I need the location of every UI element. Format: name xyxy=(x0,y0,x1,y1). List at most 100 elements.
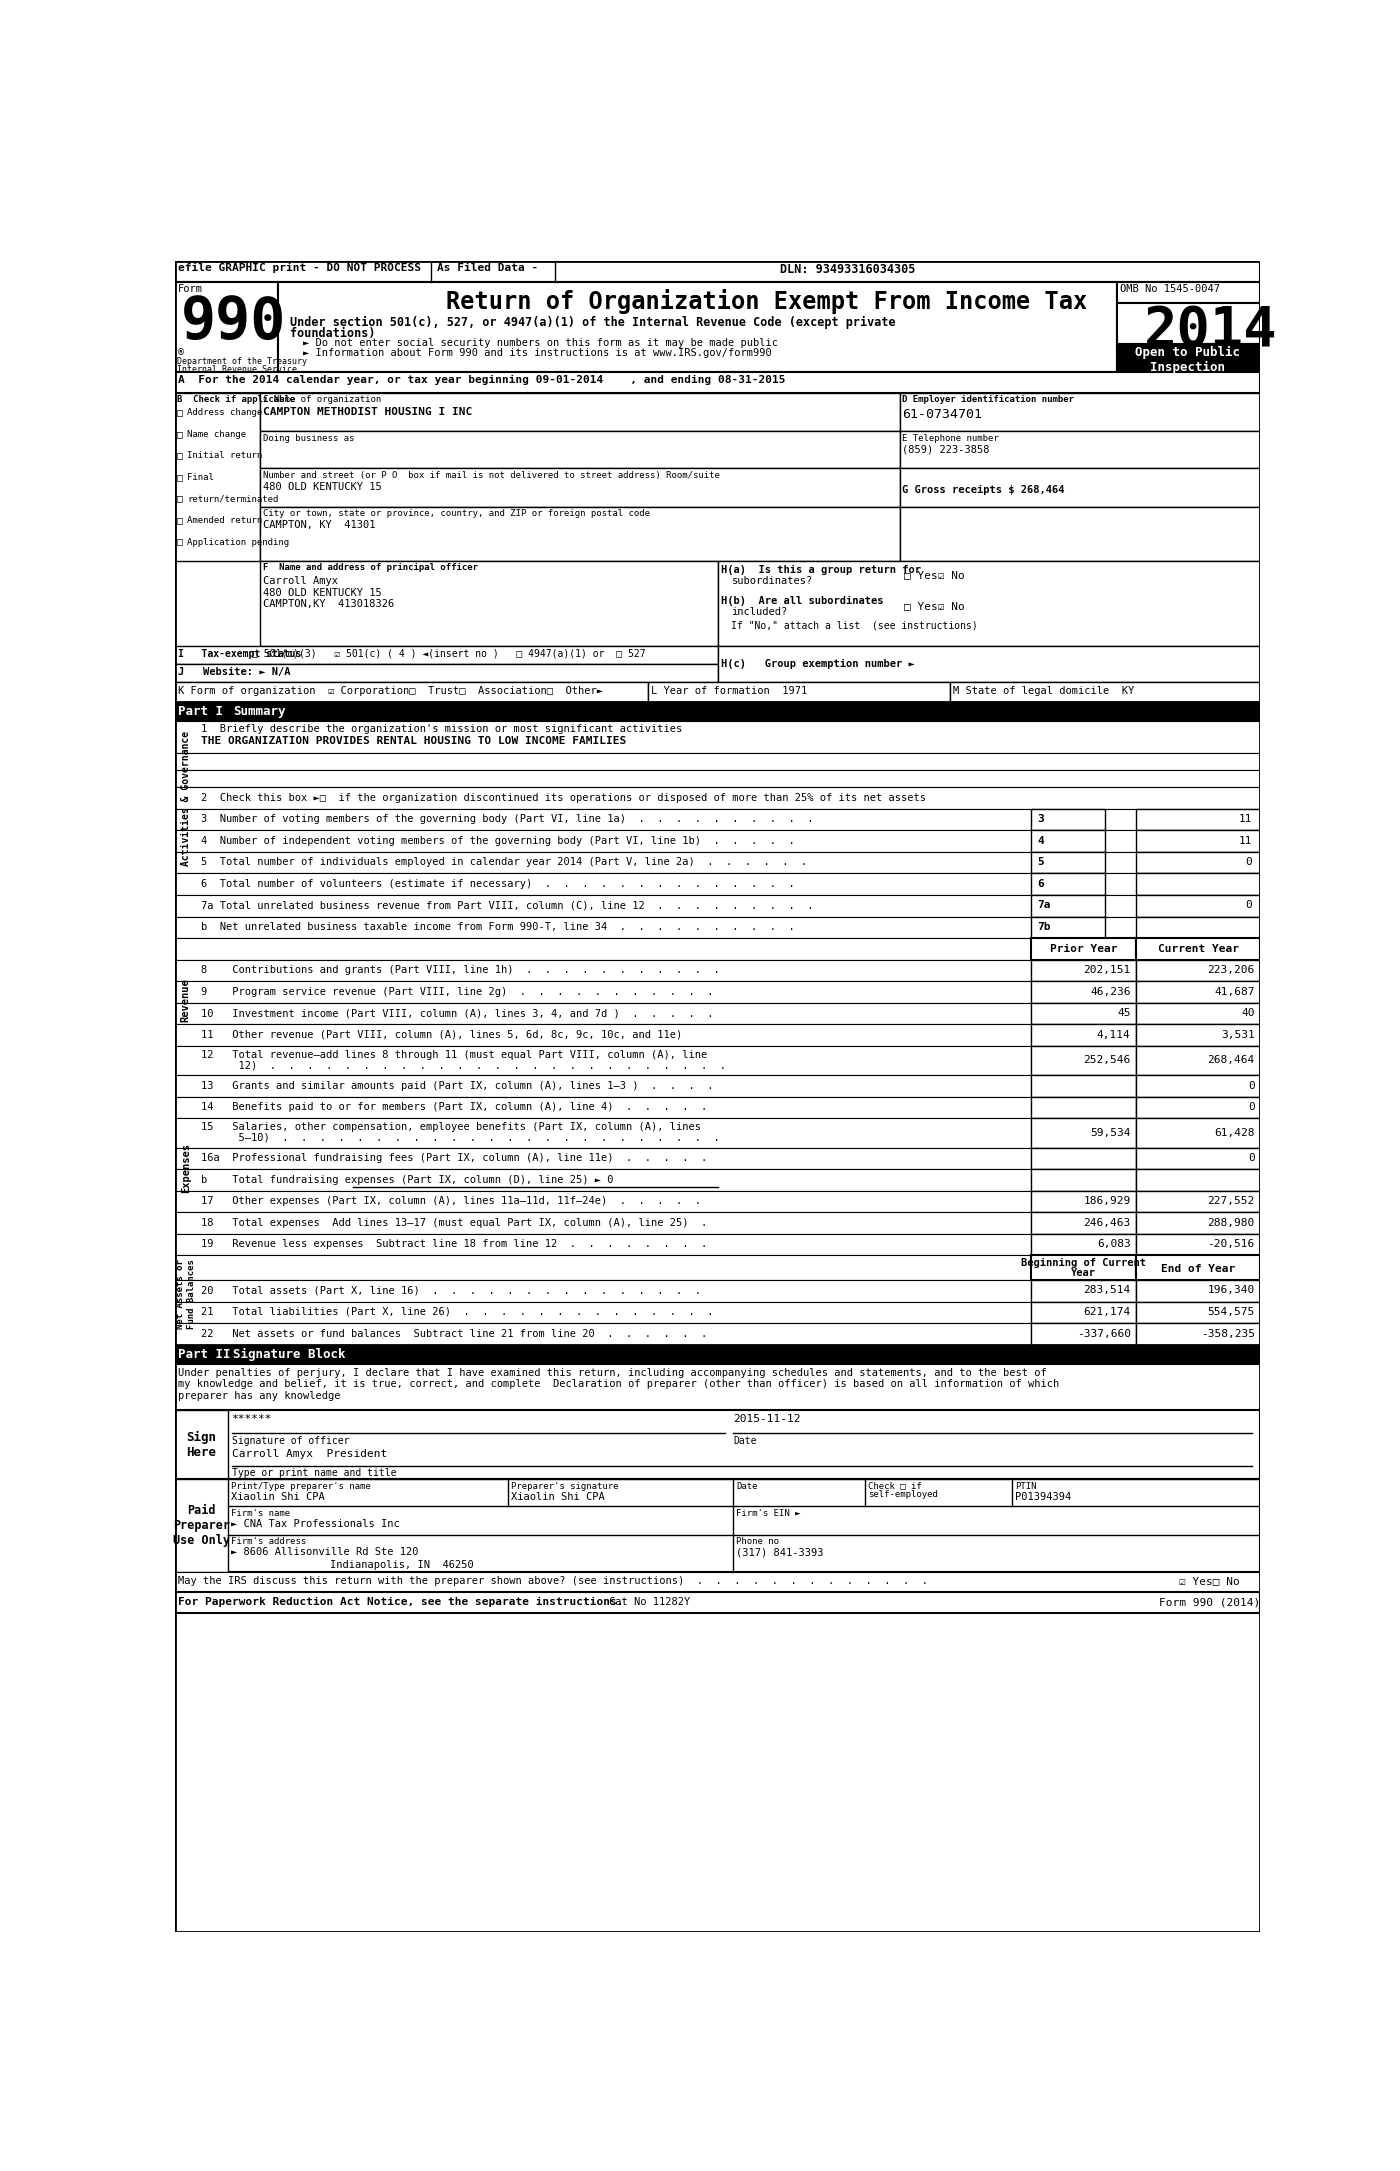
Text: Signature Block: Signature Block xyxy=(234,1348,346,1361)
Bar xyxy=(1032,829,1105,851)
Text: Firm's EIN ►: Firm's EIN ► xyxy=(736,1509,801,1518)
Bar xyxy=(1032,894,1105,916)
Text: ► Do not enter social security numbers on this form as it may be made public: ► Do not enter social security numbers o… xyxy=(302,337,778,347)
Text: 14   Benefits paid to or for members (Part IX, column (A), line 4)  .  .  .  .  : 14 Benefits paid to or for members (Part… xyxy=(200,1103,707,1112)
Text: 4: 4 xyxy=(1037,836,1044,847)
Text: 2015-11-12: 2015-11-12 xyxy=(734,1413,801,1424)
Bar xyxy=(1032,938,1135,960)
Text: D Employer identification number: D Employer identification number xyxy=(902,395,1074,404)
Text: Date: Date xyxy=(736,1483,757,1491)
Text: 5: 5 xyxy=(1037,858,1044,866)
Text: Beginning of Current: Beginning of Current xyxy=(1021,1259,1145,1268)
Text: Cat No 11282Y: Cat No 11282Y xyxy=(609,1598,690,1607)
Bar xyxy=(175,873,1260,894)
Bar xyxy=(175,371,1260,393)
Text: (859) 223-3858: (859) 223-3858 xyxy=(902,445,990,454)
Text: Under penalties of perjury, I declare that I have examined this return, includin: Under penalties of perjury, I declare th… xyxy=(178,1368,1047,1379)
Bar xyxy=(1117,304,1260,343)
Bar xyxy=(1032,873,1105,894)
Bar xyxy=(1032,851,1105,873)
Bar xyxy=(1135,960,1260,981)
Bar xyxy=(175,664,717,682)
Text: 288,980: 288,980 xyxy=(1207,1218,1254,1227)
Text: G Gross receipts $ 268,464: G Gross receipts $ 268,464 xyxy=(902,486,1064,495)
Text: THE ORGANIZATION PROVIDES RENTAL HOUSING TO LOW INCOME FAMILIES: THE ORGANIZATION PROVIDES RENTAL HOUSING… xyxy=(200,736,626,747)
Text: Carroll Amyx  President: Carroll Amyx President xyxy=(231,1448,386,1459)
Bar xyxy=(175,1344,1260,1363)
Bar xyxy=(175,1118,1032,1148)
Bar xyxy=(1135,829,1260,851)
Text: Check □ if: Check □ if xyxy=(868,1483,921,1491)
Text: 21   Total liabilities (Part X, line 26)  .  .  .  .  .  .  .  .  .  .  .  .  . : 21 Total liabilities (Part X, line 26) .… xyxy=(200,1307,713,1318)
Text: M State of legal domicile  KY: M State of legal domicile KY xyxy=(953,686,1134,697)
Bar xyxy=(175,1363,1260,1411)
Bar xyxy=(260,560,717,645)
Text: 20   Total assets (Part X, line 16)  .  .  .  .  .  .  .  .  .  .  .  .  .  .  .: 20 Total assets (Part X, line 16) . . . … xyxy=(200,1285,700,1296)
Text: 6,083: 6,083 xyxy=(1096,1240,1131,1248)
Text: Part I: Part I xyxy=(178,706,223,719)
Text: 0: 0 xyxy=(1247,1103,1254,1112)
Text: ► 8606 Allisonville Rd Ste 120: ► 8606 Allisonville Rd Ste 120 xyxy=(231,1548,419,1557)
Text: Firm's name: Firm's name xyxy=(231,1509,290,1518)
Bar xyxy=(175,282,279,371)
Bar xyxy=(1032,1255,1135,1281)
Text: □: □ xyxy=(178,408,183,419)
Bar xyxy=(175,1572,1260,1591)
Text: Initial return: Initial return xyxy=(188,452,263,460)
Bar xyxy=(175,1211,1032,1233)
Text: foundations): foundations) xyxy=(290,328,375,339)
Text: 40: 40 xyxy=(1240,1007,1254,1018)
Text: 990: 990 xyxy=(181,295,286,352)
Text: Number and street (or P O  box if mail is not delivered to street address) Room/: Number and street (or P O box if mail is… xyxy=(263,471,720,480)
Text: Indianapolis, IN  46250: Indianapolis, IN 46250 xyxy=(330,1559,473,1570)
Bar xyxy=(175,1478,1260,1572)
Bar xyxy=(175,1478,228,1572)
Bar xyxy=(279,282,1117,371)
Text: 196,340: 196,340 xyxy=(1207,1285,1254,1296)
Text: 621,174: 621,174 xyxy=(1084,1307,1131,1318)
Text: ☑ Yes□ No: ☑ Yes□ No xyxy=(1179,1576,1239,1587)
Bar xyxy=(1032,1046,1135,1075)
Bar xyxy=(175,261,1260,282)
Text: ******: ****** xyxy=(231,1413,272,1424)
Text: return/terminated: return/terminated xyxy=(188,495,279,504)
Text: □: □ xyxy=(178,538,183,547)
Text: 11: 11 xyxy=(1239,836,1252,847)
Bar xyxy=(1032,916,1105,938)
Bar xyxy=(717,645,1260,682)
Text: 0: 0 xyxy=(1247,1153,1254,1164)
Bar xyxy=(1135,916,1260,938)
Text: Part II: Part II xyxy=(178,1348,231,1361)
Text: Firm's address: Firm's address xyxy=(231,1537,307,1546)
Bar xyxy=(900,432,1260,469)
Bar xyxy=(175,916,1260,938)
Bar xyxy=(175,771,1260,788)
Text: Department of the Treasury: Department of the Treasury xyxy=(178,356,308,365)
Text: 252,546: 252,546 xyxy=(1084,1055,1131,1066)
Text: self-employed: self-employed xyxy=(868,1489,938,1500)
Text: City or town, state or province, country, and ZIP or foreign postal code: City or town, state or province, country… xyxy=(263,510,650,519)
Text: 17   Other expenses (Part IX, column (A), lines 11a–11d, 11f–24e)  .  .  .  .  .: 17 Other expenses (Part IX, column (A), … xyxy=(200,1196,700,1207)
Text: Form: Form xyxy=(178,284,203,295)
Text: 3: 3 xyxy=(1037,814,1044,825)
Text: 223,206: 223,206 xyxy=(1207,966,1254,975)
Bar xyxy=(175,788,1260,810)
Bar xyxy=(1135,938,1260,960)
Text: OMB No 1545-0047: OMB No 1545-0047 xyxy=(1120,284,1221,295)
Text: Xiaolin Shi CPA: Xiaolin Shi CPA xyxy=(231,1491,325,1502)
Text: 61-0734701: 61-0734701 xyxy=(902,408,981,421)
Text: □: □ xyxy=(178,495,183,504)
Text: 202,151: 202,151 xyxy=(1084,966,1131,975)
Text: F  Name and address of principal officer: F Name and address of principal officer xyxy=(263,562,477,573)
Bar xyxy=(1032,1003,1135,1025)
Bar xyxy=(1135,1148,1260,1170)
Bar xyxy=(175,1046,1032,1075)
Bar xyxy=(1032,960,1135,981)
Text: Print/Type preparer's name: Print/Type preparer's name xyxy=(231,1483,371,1491)
Text: □: □ xyxy=(178,473,183,482)
Text: 246,463: 246,463 xyxy=(1084,1218,1131,1227)
Bar xyxy=(175,810,1260,829)
Bar xyxy=(1135,894,1260,916)
Text: 480 OLD KENTUCKY 15: 480 OLD KENTUCKY 15 xyxy=(263,588,381,597)
Bar xyxy=(1032,1170,1135,1190)
